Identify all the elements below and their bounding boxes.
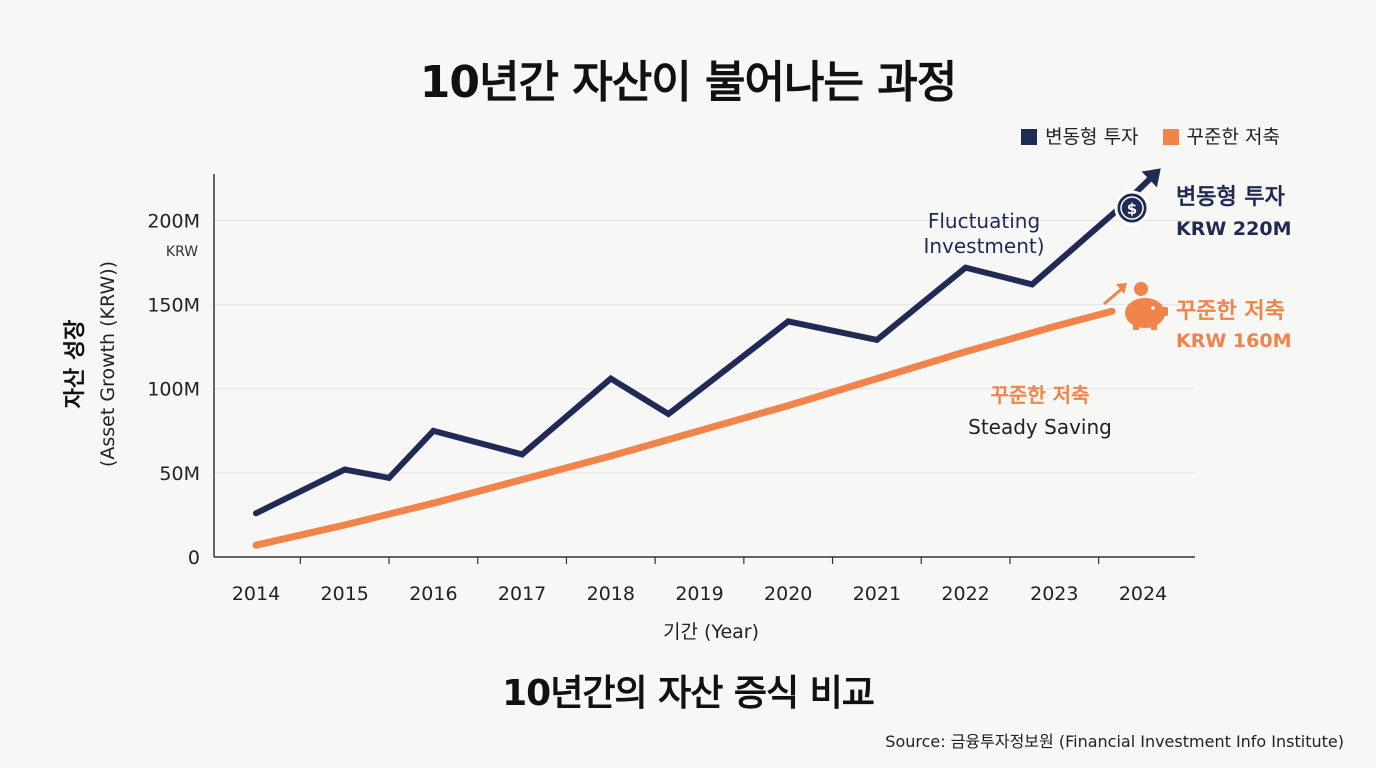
x-tick-label: 2015 xyxy=(321,583,369,605)
x-tick-label: 2016 xyxy=(409,583,457,605)
y-axis-title: 자산 성장 (Asset Growth (KRW)) xyxy=(63,261,119,467)
legend-swatch-saving xyxy=(1162,129,1179,145)
y-axis-sublabel: (Asset Growth (KRW)) xyxy=(97,261,119,467)
annotation-investment-line1: Fluctuating xyxy=(928,209,1040,233)
end-label-investment-value: KRW 220M xyxy=(1176,218,1292,240)
x-axis-label: 기간 (Year) xyxy=(663,621,759,643)
y-axis-label: 자산 성장 xyxy=(63,320,88,409)
series-line-saving xyxy=(252,307,1116,549)
chart-legend: 변동형 투자 꾸준한 저축 xyxy=(1007,122,1280,149)
x-tick-label: 2019 xyxy=(675,583,723,605)
series-line-investment xyxy=(253,204,1124,517)
y-tick-label: 100M xyxy=(147,379,200,401)
investment-arrow-head xyxy=(1141,168,1161,188)
legend-label-saving: 꾸준한 저축 xyxy=(1186,126,1280,148)
annotation-saving-line1: 꾸준한 저축 xyxy=(991,383,1090,407)
x-tick-label: 2023 xyxy=(1030,583,1078,605)
chart-subtitle: 10년간의 자산 증식 비교 xyxy=(502,673,875,714)
x-tick-label: 2024 xyxy=(1119,583,1167,605)
y-tick-label: 50M xyxy=(159,463,200,485)
legend-item-saving: 꾸준한 저축 xyxy=(1162,122,1280,149)
x-tick-label: 2022 xyxy=(941,583,989,605)
piggy-bank-icon xyxy=(1103,282,1168,330)
annotation-investment-line2: Investment) xyxy=(923,234,1044,258)
x-tick-label: 2018 xyxy=(587,583,635,605)
y-tick-label: 200M xyxy=(147,210,200,232)
dollar-coin-icon: $ xyxy=(1114,190,1150,226)
x-tick-label: 2014 xyxy=(232,583,280,605)
annotation-saving-line2: Steady Saving xyxy=(968,415,1112,439)
end-label-investment-name: 변동형 투자 xyxy=(1176,185,1286,210)
y-tick-label: 0 xyxy=(188,547,200,569)
x-tick-label: 2017 xyxy=(498,583,546,605)
x-tick-label: 2020 xyxy=(764,583,812,605)
chart-title: 10년간 자산이 불어나는 과정 xyxy=(419,57,957,108)
legend-label-investment: 변동형 투자 xyxy=(1045,126,1139,148)
legend-swatch-investment xyxy=(1021,129,1038,145)
y-unit-label: KRW xyxy=(166,244,198,260)
source-note: Source: 금융투자정보원 (Financial Investment In… xyxy=(885,732,1344,751)
legend-item-investment: 변동형 투자 xyxy=(1021,122,1139,149)
end-label-saving-value: KRW 160M xyxy=(1176,330,1292,352)
x-tick-label: 2021 xyxy=(853,583,901,605)
y-tick-label: 150M xyxy=(147,295,200,317)
end-label-saving-name: 꾸준한 저축 xyxy=(1176,299,1285,324)
svg-text:$: $ xyxy=(1127,200,1137,218)
axes: 0 50M 100M 150M 200M 2014 2015 2016 2017 2018 2019… xyxy=(147,174,1195,605)
